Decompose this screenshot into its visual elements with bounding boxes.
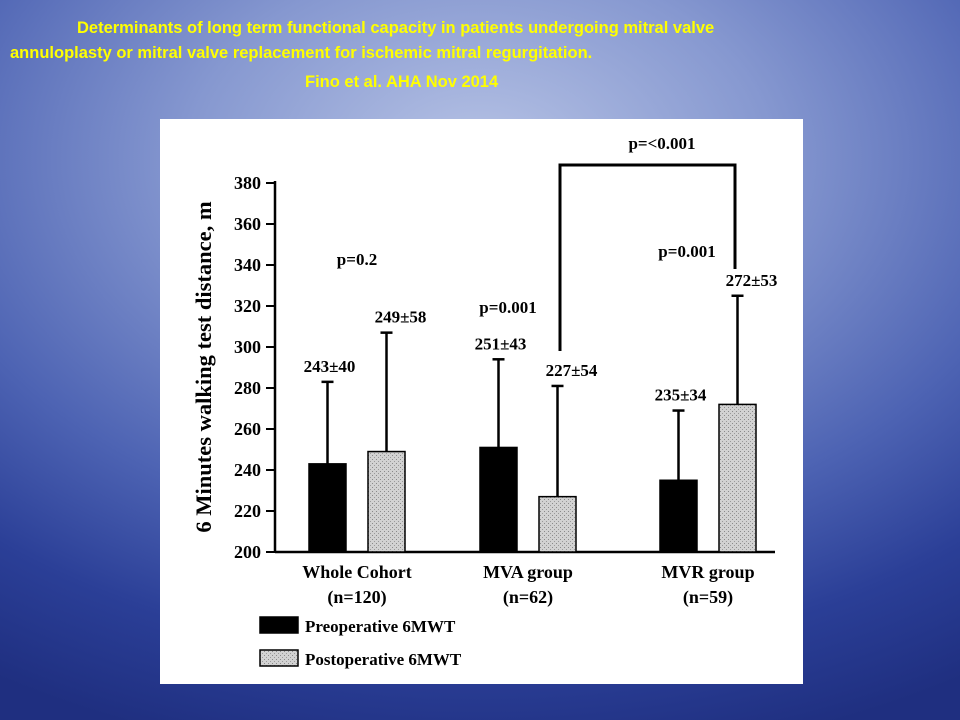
group-p-value: p=0.001 [479, 298, 536, 317]
value-label: 243±40 [304, 357, 356, 376]
significance-bracket [558, 163, 737, 351]
y-tick-label: 360 [234, 214, 261, 234]
category-n-label: (n=62) [503, 587, 553, 608]
value-label: 235±34 [655, 386, 707, 405]
y-tick-label: 380 [234, 173, 261, 193]
post-bar [538, 495, 577, 553]
y-axis-label: 6 Minutes walking test distance, m [191, 201, 216, 533]
category-n-label: (n=120) [327, 587, 386, 608]
legend-label: Postoperative 6MWT [305, 650, 462, 669]
group-p-value: p=0.2 [337, 250, 377, 269]
y-tick-label: 300 [234, 337, 261, 357]
post-bar [367, 450, 406, 553]
y-tick-label: 320 [234, 296, 261, 316]
y-tick-label: 240 [234, 460, 261, 480]
category-label: Whole Cohort [302, 562, 412, 582]
legend-swatch-post [259, 649, 299, 667]
pre-bar [308, 463, 347, 553]
y-tick-label: 260 [234, 419, 261, 439]
value-label: 249±58 [375, 308, 427, 327]
category-n-label: (n=59) [683, 587, 733, 608]
title-line-1: Determinants of long term functional cap… [77, 19, 715, 37]
pre-bar [659, 479, 698, 553]
bracket-p-value: p=<0.001 [628, 134, 695, 153]
bar-chart: 200 220 240 260 280 300 320 340 360 380 6 Minutes … [191, 134, 778, 669]
y-tick-label: 340 [234, 255, 261, 275]
y-tick-label: 200 [234, 542, 261, 562]
category-label: MVR group [661, 562, 754, 582]
value-label: 227±54 [546, 361, 598, 380]
group-p-value: p=0.001 [658, 242, 715, 261]
value-label: 251±43 [475, 334, 527, 353]
y-tick-label: 280 [234, 378, 261, 398]
legend-label: Preoperative 6MWT [305, 617, 456, 636]
post-bar [718, 403, 757, 553]
legend-swatch-pre [259, 616, 299, 634]
value-label: 272±53 [726, 271, 778, 290]
pre-bar [479, 446, 518, 553]
chart-panel: 200 220 240 260 280 300 320 340 360 380 6 Minutes … [160, 119, 803, 684]
y-tick-label: 220 [234, 501, 261, 521]
citation: Fino et al. AHA Nov 2014 [305, 73, 499, 91]
title-line-2: annuloplasty or mitral valve replacement… [10, 44, 593, 62]
category-label: MVA group [483, 562, 573, 582]
